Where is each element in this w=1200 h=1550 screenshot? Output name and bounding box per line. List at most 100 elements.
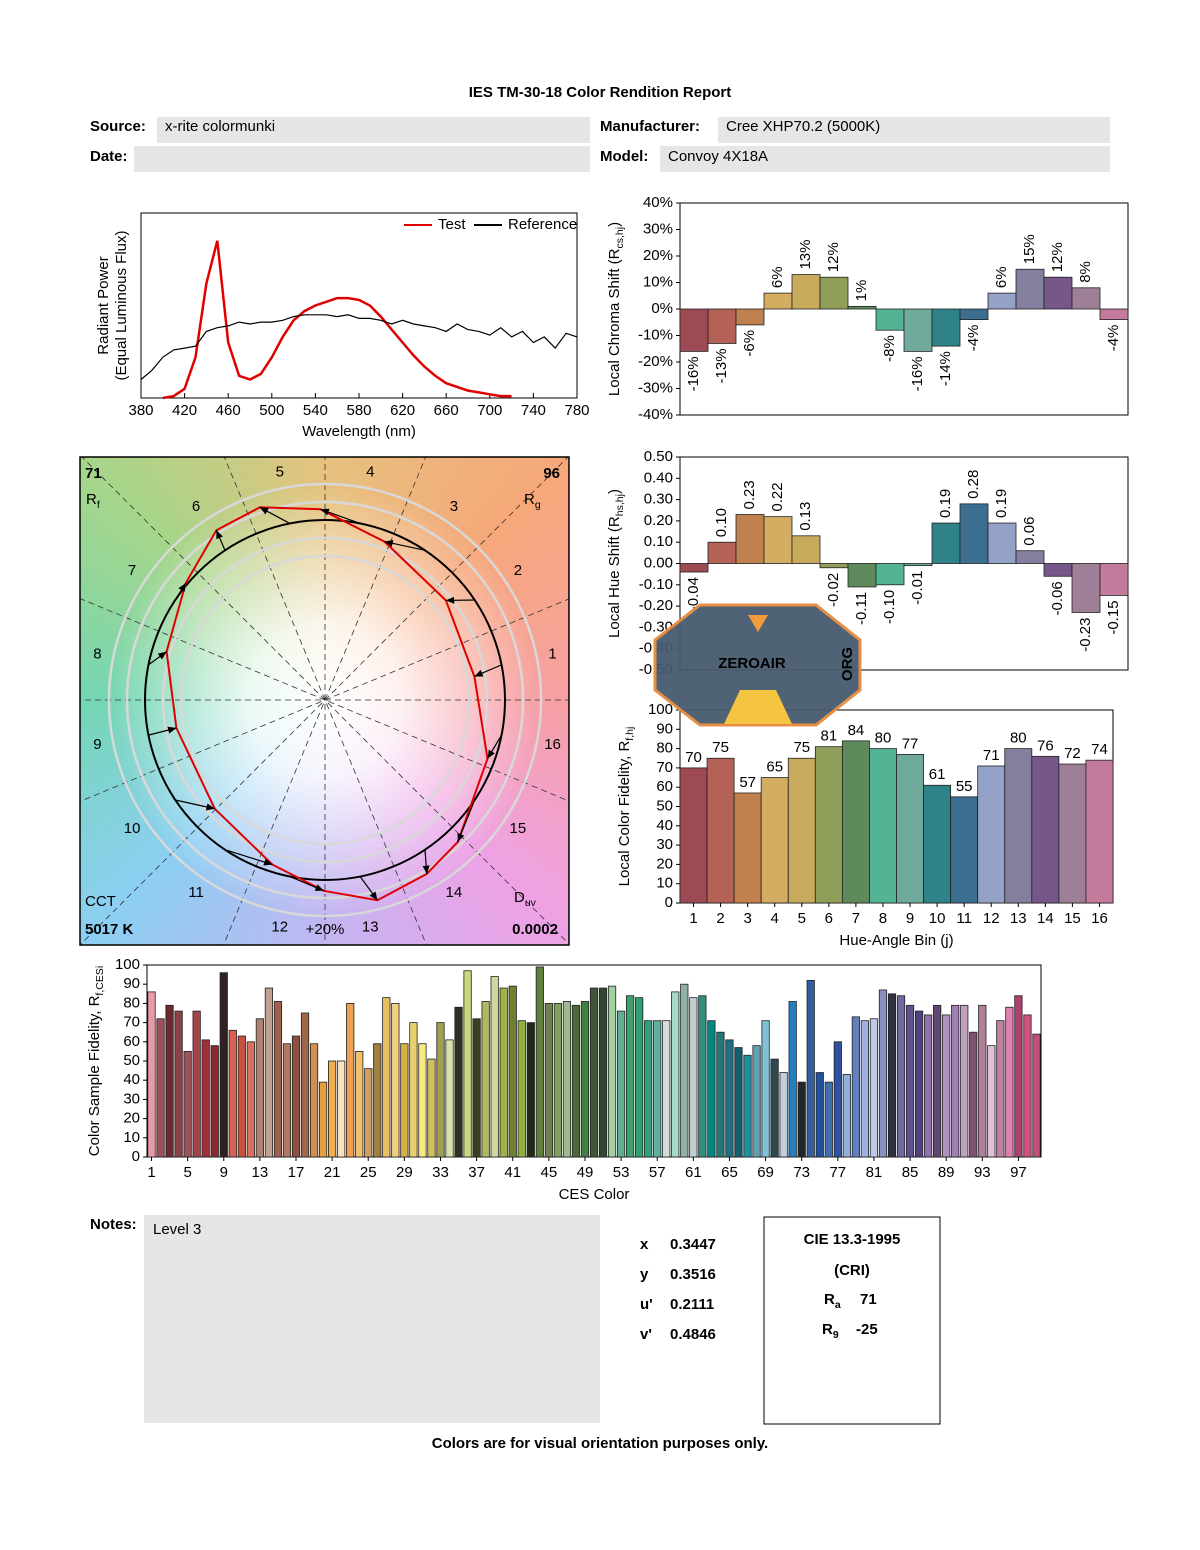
x-tick-label: 580	[346, 402, 371, 419]
shift-arrow	[215, 529, 226, 551]
y-tick-label: 100	[115, 956, 140, 973]
x-tick-label: 57	[649, 1164, 666, 1181]
y-tick-label: 0%	[651, 300, 673, 317]
hue-bin-label: 9	[93, 736, 101, 753]
bar	[788, 1001, 797, 1158]
cri-subtitle: (CRI)	[834, 1262, 870, 1279]
y-tick-label: 90	[656, 720, 673, 737]
value-label: -8%	[881, 335, 898, 362]
x-tick-label: 89	[938, 1164, 955, 1181]
notes-text: Level 3	[153, 1221, 201, 1238]
y-tick-label: -40%	[638, 406, 673, 423]
bar	[841, 740, 870, 904]
shift-arrow	[148, 726, 177, 736]
vector-frame	[79, 456, 570, 946]
bar	[787, 757, 816, 904]
chromaticity-value: 0.4846	[670, 1326, 716, 1343]
value-label: 80	[875, 730, 892, 747]
field-box	[134, 146, 590, 172]
y-axis-title: Color Sample Fidelity, Rf,CESi	[86, 966, 106, 1156]
chromaticity-value: 0.2111	[670, 1296, 714, 1313]
shift-arrow	[422, 849, 430, 875]
bar	[1023, 1014, 1032, 1158]
y-tick-label: 40	[123, 1071, 140, 1088]
y-tick-label: 80	[656, 740, 673, 757]
shift-arrow	[487, 734, 503, 759]
shift-arrow	[359, 876, 378, 901]
x-tick-label: 81	[866, 1164, 883, 1181]
y-axis-title: Local Color Fidelity, Rf,hj	[616, 727, 636, 887]
series-line	[140, 314, 578, 380]
x-tick-label: 620	[390, 402, 415, 419]
bar	[337, 1060, 346, 1158]
text-part: g	[535, 499, 541, 511]
x-tick-label: 65	[721, 1164, 738, 1181]
value-label: -0.04	[685, 577, 702, 611]
reference-ring	[107, 482, 543, 918]
x-tick-label: 15	[1064, 910, 1081, 927]
bar	[996, 1020, 1005, 1158]
x-tick-label: 85	[902, 1164, 919, 1181]
shift-arrow	[474, 664, 502, 678]
bar	[707, 541, 737, 564]
y-tick-label: 20%	[643, 247, 673, 264]
y-tick-label: 20	[123, 1110, 140, 1127]
shift-arrow	[224, 849, 273, 866]
chromaticity-label: u'	[640, 1296, 653, 1313]
bar	[246, 1041, 255, 1158]
bar	[616, 1010, 626, 1158]
x-tick-label: 9	[220, 1164, 228, 1181]
y-tick-label: 80	[123, 994, 140, 1011]
bar	[878, 989, 888, 1158]
bar	[418, 1043, 427, 1158]
value-label: 74	[1091, 741, 1108, 758]
bar	[987, 522, 1017, 564]
y-tick-label: 100	[648, 701, 673, 718]
bar	[706, 757, 735, 904]
value-label: -0.01	[909, 571, 926, 605]
x-tick-label: 61	[685, 1164, 702, 1181]
ring-label: +20%	[306, 921, 345, 938]
text-part: f	[97, 499, 100, 511]
cri-title: CIE 13.3-1995	[804, 1231, 901, 1248]
y-tick-label: 10	[123, 1129, 140, 1146]
y-tick-label: 10%	[643, 273, 673, 290]
bar	[571, 1004, 581, 1158]
text-part: 9	[833, 1329, 839, 1341]
hue-bin-label: 3	[450, 498, 458, 515]
rf-value: 71	[85, 465, 102, 482]
x-tick-label: 45	[541, 1164, 558, 1181]
y-tick-label: 0	[665, 894, 673, 911]
value-label: -0.11	[853, 592, 870, 625]
value-label: 80	[1010, 730, 1027, 747]
x-tick-label: 53	[613, 1164, 630, 1181]
text-part: Local Color Fidelity, R	[616, 741, 633, 887]
value-label: -0.06	[1049, 581, 1066, 615]
text-part: )	[606, 222, 623, 227]
shift-arrow	[289, 875, 325, 892]
value-label: 84	[848, 722, 865, 739]
bar	[219, 972, 228, 1158]
bar	[210, 1045, 219, 1158]
value-label: -4%	[1105, 325, 1122, 352]
y-tick-label: -10%	[638, 326, 673, 343]
x-tick-label: 41	[504, 1164, 521, 1181]
x-tick-label: 69	[757, 1164, 774, 1181]
bar	[959, 503, 989, 564]
bar	[382, 997, 391, 1158]
x-tick-label: 11	[956, 910, 972, 927]
bar	[481, 1001, 490, 1158]
bar	[679, 308, 709, 352]
value-label: -16%	[685, 356, 702, 391]
bar	[391, 1003, 400, 1158]
y-tick-label: 50	[656, 797, 673, 814]
value-label: -0.02	[825, 573, 842, 607]
bar	[842, 1074, 851, 1158]
cct-value: 5017 K	[85, 921, 134, 938]
value-label: 12%	[825, 242, 842, 272]
x-tick-label: 21	[324, 1164, 341, 1181]
x-tick-label: 6	[825, 910, 833, 927]
bar	[875, 308, 905, 331]
x-tick-label: 9	[906, 910, 914, 927]
watermark-badge	[653, 603, 862, 727]
